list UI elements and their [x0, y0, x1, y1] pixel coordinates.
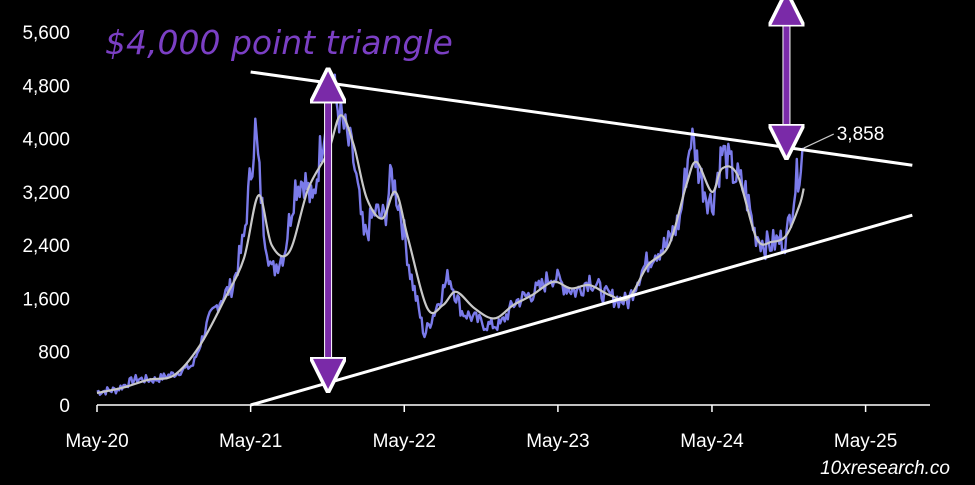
y-axis: 0 800 1,600 2,400 3,200 4,000 4,800 5,600 — [22, 23, 70, 417]
x-tick-label: May-23 — [526, 431, 589, 452]
y-tick-label: 4,000 — [22, 130, 70, 151]
upper-trendline — [250, 70, 913, 167]
price-line — [96, 73, 805, 396]
x-tick-label: May-22 — [373, 431, 436, 452]
x-tick-label: May-21 — [219, 431, 282, 452]
y-tick-label: 2,400 — [22, 236, 70, 257]
last-value-label: 3,858 — [837, 124, 885, 145]
watermark: 10xresearch.co — [820, 458, 950, 479]
y-tick-label: 800 — [38, 343, 70, 364]
x-axis: May-20 May-21 May-22 May-23 May-24 May-25 — [65, 404, 930, 452]
last-value-leader — [803, 133, 834, 149]
series-layer — [96, 73, 805, 396]
y-tick-label: 0 — [59, 396, 70, 417]
moving-average-line — [96, 114, 805, 395]
chart-title: $4,000 point triangle — [105, 23, 453, 62]
y-tick-label: 1,600 — [22, 289, 70, 310]
overlay-layer: 3,858 — [250, 9, 913, 407]
y-tick-label: 3,200 — [22, 183, 70, 204]
x-tick-label: May-25 — [834, 431, 897, 452]
lower-trendline — [250, 213, 913, 407]
y-tick-label: 5,600 — [22, 23, 70, 44]
x-tick-label: May-20 — [65, 431, 128, 452]
x-tick-label: May-24 — [680, 431, 744, 452]
y-tick-label: 4,800 — [22, 76, 70, 97]
